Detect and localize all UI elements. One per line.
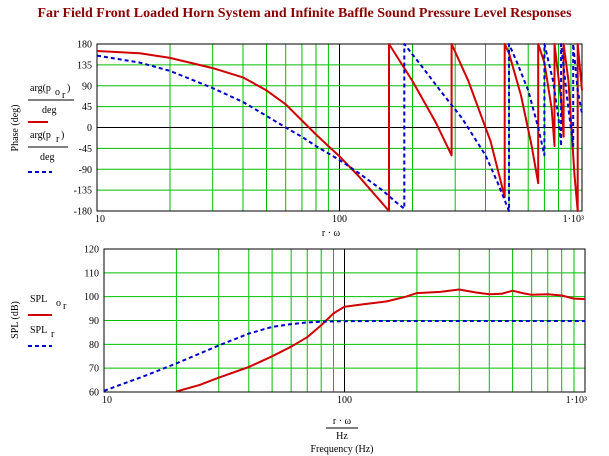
phase-frame	[96, 43, 583, 212]
phase-ytick-label: -45	[79, 144, 92, 155]
spl-ytick-label: 80	[89, 340, 99, 351]
spl-legend-baffle-text: SPL	[30, 325, 47, 336]
spl-series-horn-line	[176, 288, 586, 393]
phase-xtick-label: 10	[95, 214, 105, 225]
phase-legend-horn-text: arg(p	[30, 83, 51, 94]
spl-legend-baffle-sub: r	[51, 329, 55, 340]
phase-xtick-label: 100	[332, 214, 347, 225]
spl-series-baffle-line	[103, 320, 585, 392]
spl-xlabel-mid: Hz	[336, 431, 348, 442]
spl-ytick-label: 90	[89, 316, 99, 327]
spl-xtick-label: 1·10³	[566, 395, 587, 406]
phase-ytick-label: -90	[79, 165, 92, 176]
spl-xtick-label: 100	[337, 395, 352, 406]
spl-ylabel: SPL (dB)	[10, 301, 21, 339]
phase-ytick-label: -180	[74, 207, 92, 218]
phase-ytick-label: 135	[77, 60, 92, 71]
spl-ytick-label: 100	[84, 292, 99, 303]
spl-ytick-label: 60	[89, 388, 99, 399]
spl-ytick-label: 70	[89, 364, 99, 375]
chart-title: Far Field Front Loaded Horn System and I…	[37, 6, 572, 21]
spl-legend-horn-text: SPL	[30, 294, 47, 305]
phase-legend-baffle-sub: r	[56, 134, 60, 145]
phase-legend-baffle-deg: deg	[40, 152, 54, 163]
spl-legend-horn-sub1: o	[56, 298, 61, 309]
phase-legend-baffle-paren: )	[61, 130, 64, 141]
phase-legend-horn-sub2: r	[62, 90, 66, 101]
phase-ytick-label: 90	[82, 81, 92, 92]
phase-legend-horn-deg: deg	[42, 105, 56, 116]
phase-series-baffle-line	[96, 43, 583, 212]
phase-ytick-label: 0	[87, 123, 92, 134]
phase-xlabel: r · ω	[322, 228, 341, 239]
phase-legend-horn-paren: )	[67, 83, 70, 94]
phase-ylabel: Phase (deg)	[10, 105, 21, 152]
phase-ytick-label: 45	[82, 102, 92, 113]
phase-xtick-label: 1·10³	[563, 214, 584, 225]
phase-ytick-label: -135	[74, 186, 92, 197]
spl-legend-horn-sub2: r	[63, 301, 67, 312]
spl-xtick-label: 10	[102, 395, 112, 406]
spl-xlabel: Frequency (Hz)	[310, 444, 373, 455]
phase-legend-baffle-text: arg(p	[30, 130, 51, 141]
phase-legend-horn-sub1: o	[55, 87, 60, 98]
spl-xlabel-upper: r · ω	[333, 416, 352, 427]
phase-series-horn-line	[96, 43, 583, 212]
spl-ytick-label: 110	[84, 268, 99, 279]
spl-ytick-label: 120	[84, 245, 99, 256]
phase-ytick-label: 180	[77, 40, 92, 51]
